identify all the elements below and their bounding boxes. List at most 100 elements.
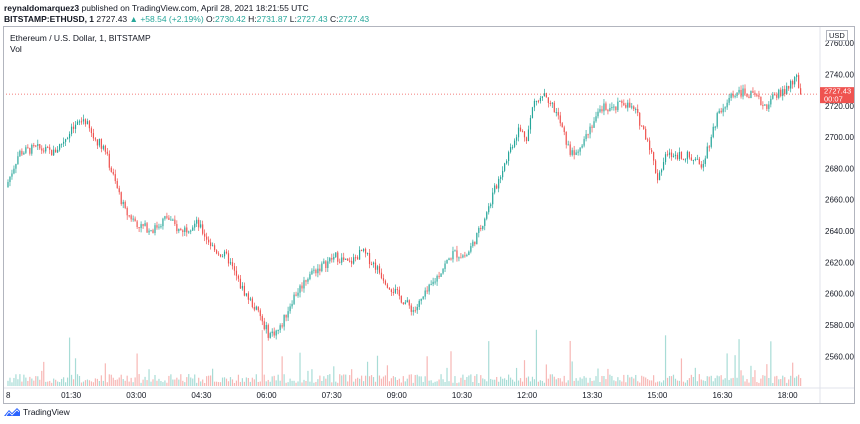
- volume-bar: [422, 381, 424, 386]
- candle-body: [496, 185, 498, 189]
- candle-body: [521, 130, 524, 132]
- candle-body: [355, 257, 357, 259]
- candle-body: [551, 102, 553, 104]
- candle-body: [337, 252, 339, 262]
- volume-bar: [720, 375, 722, 386]
- volume-bar: [57, 381, 59, 386]
- volume-bar: [412, 382, 414, 386]
- candle-body: [631, 106, 633, 108]
- volume-bar: [21, 381, 23, 386]
- volume-bar: [55, 379, 57, 386]
- candle-body: [307, 279, 309, 282]
- volume-bar: [591, 381, 593, 386]
- candle-body: [370, 264, 373, 266]
- candle-body: [430, 284, 432, 286]
- candle-body: [158, 226, 160, 228]
- footer-brand[interactable]: TradingView: [4, 407, 70, 417]
- candle-body: [126, 207, 128, 216]
- candle-body: [219, 254, 222, 257]
- candle-body: [460, 257, 462, 259]
- volume-bar: [529, 381, 532, 386]
- volume-bar: [508, 374, 510, 386]
- candle-body: [450, 258, 452, 260]
- candle-body: [118, 188, 120, 193]
- candle-body: [523, 131, 526, 138]
- volume-bar: [212, 368, 214, 386]
- candle-body: [186, 227, 188, 233]
- volume-bar: [543, 382, 545, 386]
- candle-body: [613, 106, 615, 108]
- volume-bar: [547, 378, 549, 386]
- volume-bar: [84, 380, 87, 386]
- candle-body: [462, 255, 464, 258]
- volume-bar: [140, 382, 142, 386]
- volume-bar: [106, 382, 108, 386]
- candle-body: [277, 329, 279, 331]
- volume-bar: [506, 379, 508, 386]
- last-price-tag-value: 2727.43: [824, 87, 851, 96]
- volume-bar: [122, 379, 124, 386]
- candle-body: [221, 256, 224, 258]
- candle-body: [33, 145, 35, 147]
- volume-bar: [704, 381, 706, 386]
- volume-bar: [788, 379, 790, 386]
- candle-body: [305, 280, 307, 282]
- volume-bar: [204, 382, 206, 386]
- volume-bar: [500, 376, 502, 386]
- ohlc-line: BITSTAMP:ETHUSD, 1 2727.43 ▲ +58.54 (+2.…: [4, 14, 369, 24]
- volume-bar: [43, 361, 45, 386]
- volume-bar: [611, 375, 613, 386]
- volume-bar: [551, 374, 553, 386]
- volume-bar: [227, 381, 230, 386]
- volume-bar: [410, 374, 412, 386]
- candle-body: [736, 92, 738, 96]
- volume-bar: [47, 381, 49, 386]
- publish-info: reynaldomarquez3 published on TradingVie…: [4, 3, 309, 13]
- candle-body: [11, 173, 13, 177]
- candle-body: [351, 260, 353, 264]
- volume-bar: [368, 376, 371, 386]
- candle-body: [559, 115, 561, 124]
- candle-body: [301, 285, 303, 289]
- volume-bar: [303, 379, 305, 386]
- volume-bar: [756, 382, 758, 386]
- candle-body: [438, 275, 440, 277]
- volume-bar: [225, 378, 228, 386]
- candle-body: [585, 134, 587, 140]
- candle-body: [426, 290, 428, 292]
- candle-body: [756, 94, 758, 96]
- candle-body: [621, 100, 623, 104]
- candle-body: [402, 302, 404, 304]
- candle-body: [589, 126, 591, 135]
- candle-body: [778, 89, 780, 98]
- candle-body: [156, 225, 158, 228]
- currency-label[interactable]: USD: [826, 30, 848, 41]
- candle-body: [676, 154, 679, 160]
- volume-bar: [114, 379, 116, 386]
- candle-body: [790, 80, 792, 89]
- volume-bar: [555, 379, 557, 386]
- candle-body: [235, 270, 238, 276]
- candle-body: [414, 310, 416, 312]
- candle-body: [724, 107, 726, 109]
- candle-body: [772, 94, 774, 99]
- volume-bar: [621, 381, 623, 386]
- volume-bar: [210, 375, 212, 386]
- volume-bar: [482, 378, 484, 386]
- volume-bar: [744, 381, 746, 386]
- candle-body: [502, 170, 504, 178]
- y-tick-label: 2580.00: [825, 321, 854, 330]
- candle-body: [547, 97, 549, 103]
- volume-bar: [726, 353, 728, 386]
- volume-bar: [402, 376, 404, 386]
- candle-body: [410, 305, 412, 312]
- volume-bar: [239, 381, 242, 386]
- volume-bar: [229, 377, 232, 386]
- volume-bar: [718, 376, 720, 386]
- candle-body: [396, 289, 398, 291]
- volume-bar: [676, 380, 679, 386]
- author-name[interactable]: reynaldomarquez3: [4, 3, 80, 13]
- candle-body: [561, 123, 563, 128]
- volume-bar: [273, 375, 275, 386]
